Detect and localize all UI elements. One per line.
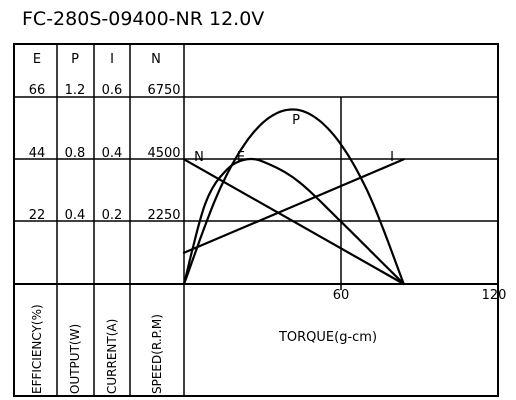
col-header-n: N [151,52,161,67]
label-output: OUTPUT(W) [68,324,82,394]
series-speed-line [182,158,405,286]
x-axis-label: TORQUE(g-cm) [278,330,377,345]
series-output-curve [182,108,405,286]
xtick-60: 60 [333,288,350,303]
chart-title: FC-280S-09400-NR 12.0V [22,8,264,30]
col-header-i: I [110,52,114,67]
tick-i-0.4: 0.4 [102,146,123,161]
tick-e-44: 44 [29,146,46,161]
tick-n-4500: 4500 [147,146,180,161]
tick-i-0.6: 0.6 [102,83,123,98]
series-label-i: I [390,150,394,165]
xtick-120: 120 [482,288,507,303]
series-label-e: E [237,150,245,165]
tick-n-2250: 2250 [147,208,180,223]
series-label-p: P [292,113,300,128]
tick-p-0.4: 0.4 [65,208,86,223]
series-efficiency-curve [182,157,405,286]
tick-i-0.2: 0.2 [102,208,123,223]
tick-e-66: 66 [29,83,46,98]
tick-p-1.2: 1.2 [65,83,86,98]
tick-n-6750: 6750 [147,83,180,98]
col-header-p: P [71,52,79,67]
tick-p-0.8: 0.8 [65,146,86,161]
label-speed: SPEED(R.P.M) [150,314,164,394]
label-current: CURRENT(A) [105,319,119,394]
tick-e-22: 22 [29,208,46,223]
series-current-line [182,158,405,254]
label-efficiency: EFFICIENCY(%) [30,304,44,394]
series-label-n: N [194,150,204,165]
col-header-e: E [33,52,41,67]
